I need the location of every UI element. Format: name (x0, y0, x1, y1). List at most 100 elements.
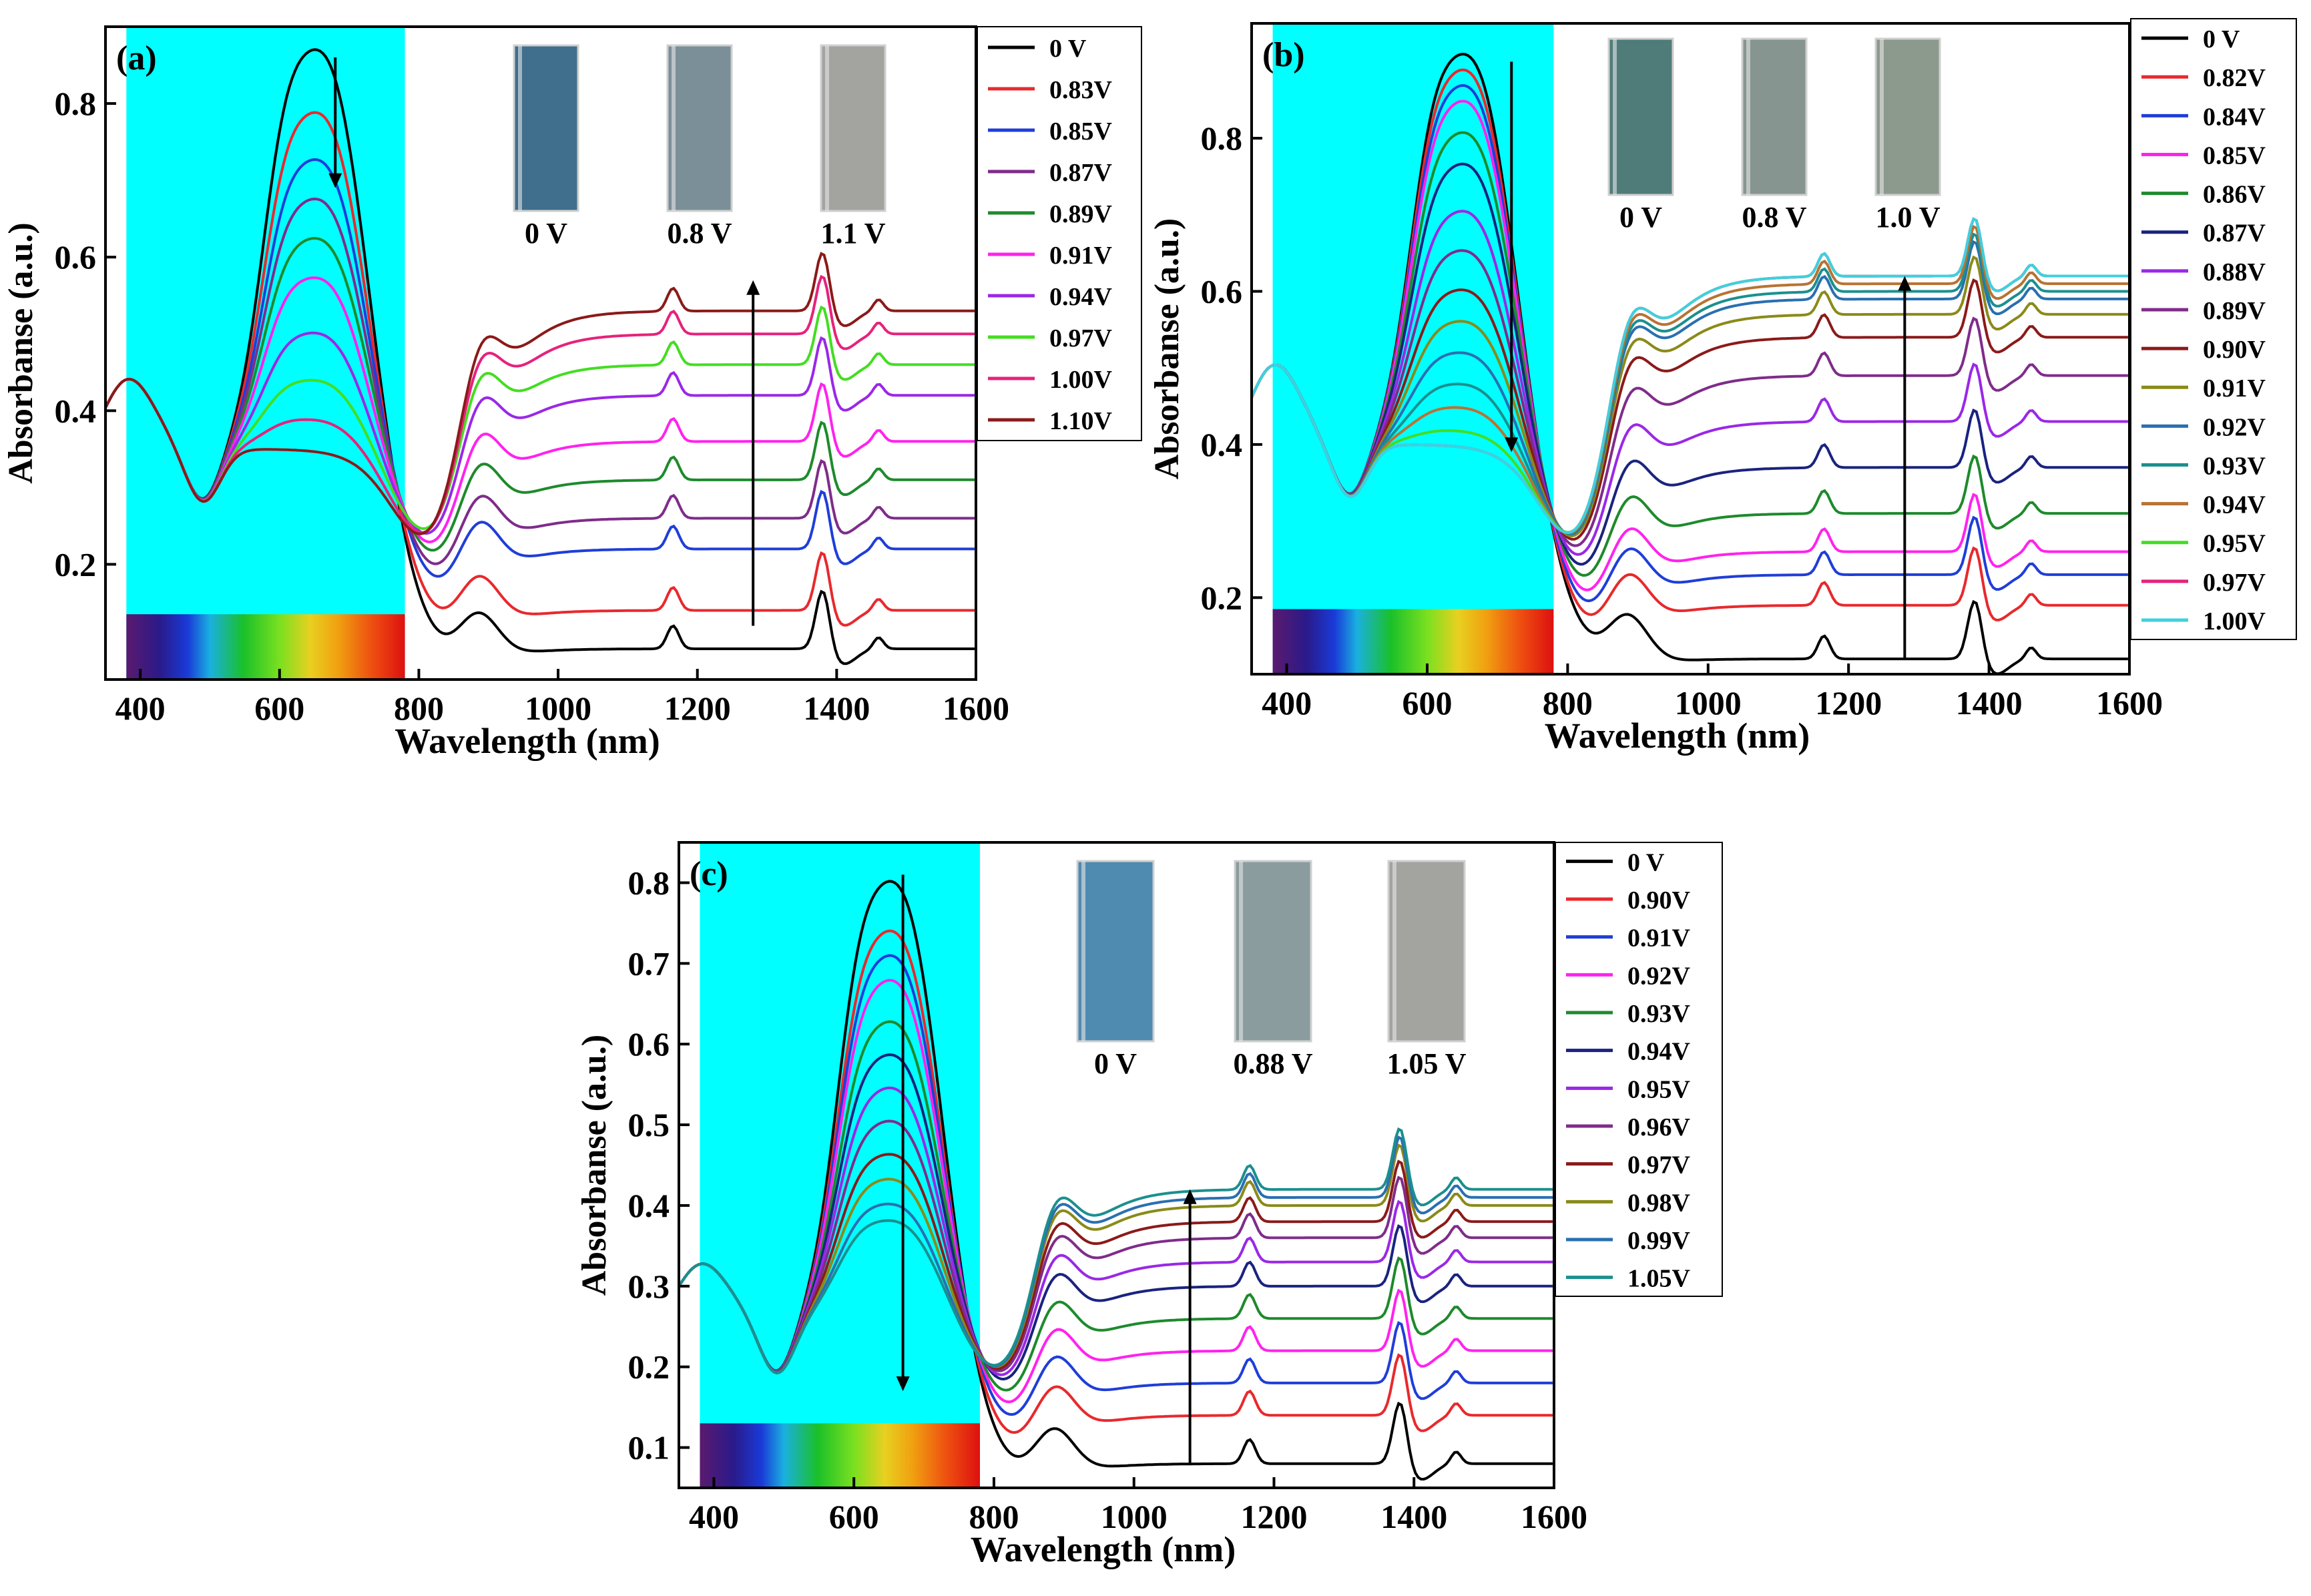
legend-label: 0 V (1049, 35, 1087, 63)
legend-label: 0.94V (2203, 491, 2266, 519)
series-line-6 (105, 331, 975, 535)
panel-label: (c) (690, 855, 728, 893)
x-tick-label: 600 (254, 690, 304, 727)
x-axis-label: Wavelength (nm) (971, 1529, 1236, 1569)
series-line-8 (1252, 278, 2128, 541)
photo-label: 1.05 V (1387, 1047, 1467, 1080)
legend-box (977, 26, 1142, 441)
arrow-head (746, 280, 760, 295)
legend-label: 0.94V (1627, 1038, 1691, 1066)
x-tick-label: 1200 (664, 690, 731, 727)
series-line-9 (1252, 255, 2128, 538)
legend-label: 0 V (1627, 848, 1665, 876)
legend-label: 0.82V (2203, 64, 2266, 92)
legend-label: 0.94V (1049, 283, 1113, 311)
legend-label: 0.89V (1049, 200, 1113, 228)
legend-label: 0.89V (2203, 297, 2266, 325)
photo-label: 0.8 V (1742, 201, 1807, 234)
chart-panel-0: 0 V 0.8 V 1.1 V 400 600 800 1000 1200 1400 1600 0.… (2, 25, 1142, 761)
legend-box (2130, 18, 2297, 640)
photo-label: 1.0 V (1876, 201, 1941, 234)
series-line-5 (679, 1053, 1553, 1381)
y-tick-label: 0.7 (628, 945, 670, 982)
sample-photo (1874, 37, 1941, 196)
y-tick-label: 0.6 (628, 1025, 670, 1063)
legend-label: 0.97V (1627, 1151, 1691, 1179)
series-line-7 (1252, 249, 2128, 547)
series-line-15 (1252, 217, 2128, 534)
legend-label: 0.97V (1049, 324, 1113, 352)
legend-label: 0.84V (2203, 103, 2266, 131)
x-tick-label: 1400 (1956, 684, 2023, 722)
sample-photo (1076, 860, 1155, 1043)
series-line-4 (105, 236, 975, 552)
legend-label: 0.83V (1049, 76, 1113, 104)
series-line-3 (1252, 99, 2128, 591)
y-tick-label: 0.4 (1201, 426, 1243, 463)
y-axis-label: Absorbanse (a.u.) (1148, 218, 1186, 480)
chart-panel-1: 0 V 0.8 V 1.0 V 400 600 800 1000 1200 1400 1600 0.… (1148, 18, 2297, 756)
panel-label: (a) (116, 39, 157, 77)
arrow-head (1898, 276, 1912, 291)
plot-frame (1250, 22, 2131, 676)
panel-label: (b) (1262, 36, 1305, 74)
y-tick-label: 0.2 (628, 1348, 670, 1386)
legend-label: 0.92V (2203, 413, 2266, 441)
series-group (105, 48, 975, 666)
y-tick-label: 0.6 (1201, 272, 1243, 310)
legend-label: 1.00V (2203, 607, 2266, 635)
sample-photo (666, 44, 733, 212)
x-tick-label: 1000 (525, 690, 591, 727)
series-line-3 (105, 197, 975, 565)
x-tick-label: 400 (689, 1498, 739, 1535)
arrow-head (896, 1376, 910, 1391)
y-axis-label: Absorbanse (a.u.) (575, 1035, 613, 1296)
photo-label: 0 V (525, 217, 567, 250)
y-tick-label: 0.8 (628, 864, 670, 901)
series-line-1 (105, 111, 975, 627)
legend-label: 0.86V (2203, 181, 2266, 209)
photo-label: 1.1 V (821, 217, 886, 250)
sample-photo (820, 44, 886, 212)
series-group (1252, 52, 2128, 674)
spectrum-bar (1272, 609, 1554, 674)
legend-label: 0.90V (2203, 336, 2266, 364)
series-line-3 (679, 979, 1553, 1404)
x-tick-label: 1200 (1815, 684, 1882, 722)
legend-label: 0.85V (2203, 142, 2266, 170)
x-tick-label: 800 (394, 690, 444, 727)
legend-box (1555, 842, 1723, 1297)
legend-label: 0.99V (1627, 1227, 1691, 1255)
legend-label: 0 V (2203, 25, 2240, 53)
x-tick-label: 1200 (1240, 1498, 1307, 1535)
legend-label: 0.87V (1049, 159, 1113, 187)
legend-label: 1.05V (1627, 1265, 1691, 1293)
legend-label: 0.95V (2203, 530, 2266, 558)
series-line-8 (105, 274, 975, 534)
y-tick-label: 0.1 (628, 1429, 670, 1467)
chart-panel-2: 0 V 0.88 V 1.05 V 400 600 800 1000 1200 1400 1600… (575, 841, 1723, 1569)
x-tick-label: 1600 (943, 690, 1009, 727)
x-tick-label: 800 (969, 1498, 1019, 1535)
legend-label: 1.10V (1049, 407, 1113, 435)
series-line-8 (679, 1153, 1553, 1374)
photo-label: 0.8 V (668, 217, 732, 250)
legend-label: 0.98V (1627, 1189, 1691, 1217)
series-line-7 (105, 305, 975, 531)
visible-region (1272, 23, 1554, 674)
y-tick-label: 0.2 (1201, 579, 1243, 616)
arrow-head (328, 173, 342, 188)
plot-frame (678, 841, 1555, 1489)
photo-label: 0 V (1094, 1047, 1137, 1080)
legend-label: 0.92V (1627, 962, 1691, 990)
x-tick-label: 400 (115, 690, 166, 727)
sample-photo (513, 44, 579, 212)
series-line-5 (1252, 162, 2128, 566)
photo-label: 0.88 V (1234, 1047, 1313, 1080)
spectrum-bar (126, 614, 405, 680)
series-line-6 (679, 1086, 1553, 1376)
y-tick-label: 0.2 (55, 545, 97, 583)
series-line-4 (1252, 131, 2128, 577)
